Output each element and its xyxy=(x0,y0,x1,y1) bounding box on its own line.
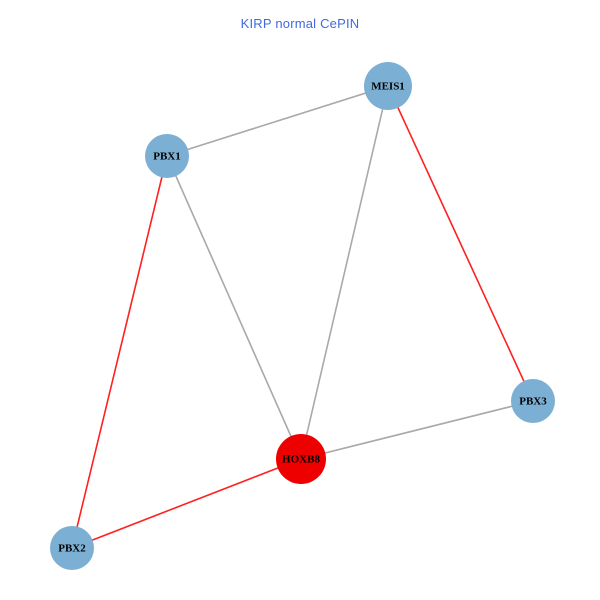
edge-layer xyxy=(71,85,534,549)
graph-edge-pbx1-meis1 xyxy=(166,85,389,157)
node-circle-pbx2[interactable] xyxy=(50,526,94,570)
graph-node-hoxb8[interactable]: HOXB8 xyxy=(276,434,326,484)
node-circle-hoxb8[interactable] xyxy=(276,434,326,484)
node-label-meis1: MEIS1 xyxy=(371,81,405,93)
node-label-pbx3: PBX3 xyxy=(519,396,547,408)
node-circle-meis1[interactable] xyxy=(364,62,412,110)
graph-node-pbx1[interactable]: PBX1 xyxy=(145,134,189,178)
graph-node-meis1[interactable]: MEIS1 xyxy=(364,62,412,110)
graph-edge-pbx1-pbx2 xyxy=(71,155,168,549)
node-layer: MEIS1 PBX1 PBX3 HOXB8 PBX2 xyxy=(50,62,555,570)
graph-node-pbx3[interactable]: PBX3 xyxy=(511,379,555,423)
graph-edge-meis1-hoxb8 xyxy=(300,85,389,460)
graph-edge-pbx1-hoxb8 xyxy=(166,155,302,460)
node-circle-pbx3[interactable] xyxy=(511,379,555,423)
node-label-pbx2: PBX2 xyxy=(58,543,86,555)
node-circle-pbx1[interactable] xyxy=(145,134,189,178)
graph-edge-meis1-pbx3 xyxy=(387,85,534,402)
graph-edge-hoxb8-pbx2 xyxy=(71,458,302,549)
graph-node-pbx2[interactable]: PBX2 xyxy=(50,526,94,570)
node-label-hoxb8: HOXB8 xyxy=(282,454,320,466)
node-label-pbx1: PBX1 xyxy=(153,151,181,163)
graph-edge-hoxb8-pbx3 xyxy=(300,400,534,460)
page-title: KIRP normal CePIN xyxy=(240,16,360,31)
